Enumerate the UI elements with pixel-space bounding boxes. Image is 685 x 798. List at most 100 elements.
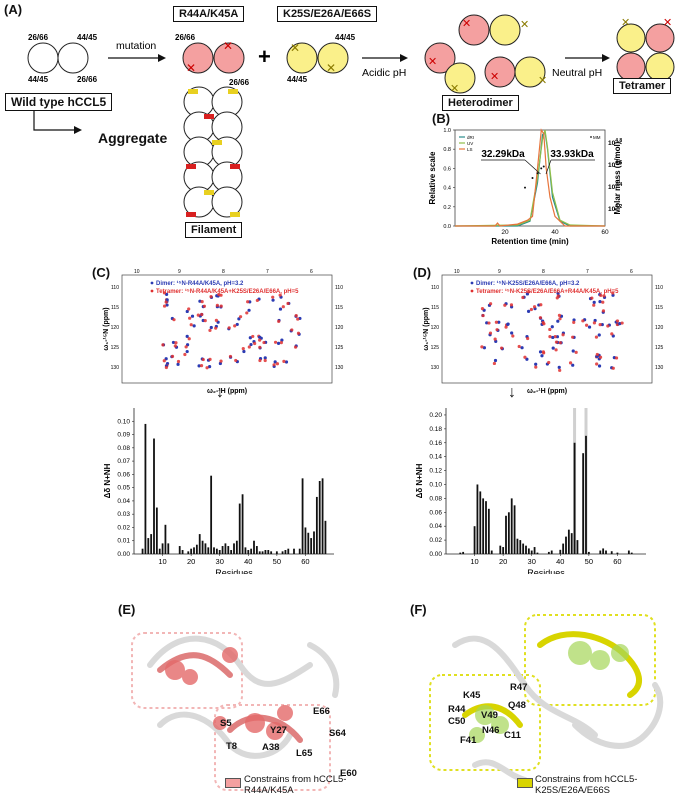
hsqc-peak-dimer <box>571 363 575 367</box>
aggregate-label: Aggregate <box>98 130 168 146</box>
hsqc-peak-tetramer <box>611 366 615 370</box>
y-tick-label: 0.01 <box>117 538 130 545</box>
hsqc-peak-tetramer <box>217 292 221 297</box>
bar-residue-64 <box>627 550 630 554</box>
hsqc-peak-dimer <box>598 300 602 304</box>
hsqc-frame <box>121 274 333 384</box>
hsqc-peak-dimer <box>176 362 180 366</box>
x-tick-label: 10 <box>158 557 166 566</box>
hsqc-peak-tetramer <box>509 303 514 307</box>
y2-axis-label: Molar mass (g/mol) <box>613 141 622 214</box>
residue-label-n46: N46 <box>482 725 500 736</box>
hsqc-peak-dimer <box>551 346 555 350</box>
hsqc-peak-tetramer <box>488 331 493 335</box>
hsqc-peak-tetramer <box>568 361 573 365</box>
hsqc-x-label: ω₂-¹H (ppm) <box>527 388 567 395</box>
heterodimer-group: ✕ ✕ ✕ ✕ ✕ ✕ <box>424 14 547 95</box>
bar-residue-45 <box>573 442 576 554</box>
y-tick-label: 0.08 <box>117 445 130 452</box>
bar-residue-29 <box>527 548 530 554</box>
annotation-pointer-1 <box>524 159 541 175</box>
mutant1-label: R44A/K45A <box>173 6 245 22</box>
hsqc-peak-dimer <box>611 293 615 297</box>
bar-residue-40 <box>247 550 250 554</box>
hsqc-peak-dimer <box>209 325 213 330</box>
hsqc-legend-tetramer: Tetramer: ¹⁵N-R44A/K45A+K25S/E26A/E66A, … <box>156 288 299 295</box>
hsqc-left-tick: 120 <box>431 325 440 331</box>
panel-e-legend-swatch <box>225 778 241 788</box>
hsqc-peak-tetramer <box>164 300 168 304</box>
bar-residue-61 <box>307 532 310 554</box>
bar-residue-60 <box>304 527 307 554</box>
y-axis-label: Relative scale <box>428 151 437 204</box>
hsqc-peak-tetramer <box>493 337 497 341</box>
annotation-32kda: 32.29kDa <box>481 149 525 160</box>
bar-residue-6 <box>150 534 153 554</box>
hsqc-peak-tetramer <box>539 303 543 307</box>
hsqc-peak-tetramer <box>620 321 624 325</box>
hsqc-x-label: ω₂-¹H (ppm) <box>207 388 247 395</box>
hsqc-peak-tetramer <box>532 305 537 309</box>
bar-residue-24 <box>513 505 516 554</box>
hsqc-peak-tetramer <box>504 325 508 329</box>
bar-residue-34 <box>230 550 233 554</box>
hsqc-right-tick: 110 <box>335 285 343 291</box>
hsqc-left-tick: 115 <box>111 305 119 311</box>
legend-label-dri: dRI <box>467 135 474 140</box>
hsqc-peak-tetramer <box>585 323 589 327</box>
molar-mass-point <box>536 172 539 175</box>
hsqc-peak-tetramer <box>296 317 300 321</box>
hsqc-peak-tetramer <box>245 311 249 315</box>
x-tick-label: 20 <box>187 557 195 566</box>
hsqc-peak-tetramer <box>258 338 262 342</box>
hsqc-peak-tetramer <box>523 355 527 359</box>
hsqc-left-tick: 125 <box>431 345 440 351</box>
hsqc-peak-dimer <box>482 346 487 350</box>
bar-residue-36 <box>235 540 238 554</box>
hsqc-peak-tetramer <box>214 326 218 330</box>
hsqc-peak-dimer <box>571 349 575 353</box>
bar-residue-48 <box>582 453 585 554</box>
x-tick-label: 40 <box>551 229 559 236</box>
hsqc-peak-tetramer <box>487 321 491 325</box>
m1-site-1: 26/66 <box>175 33 196 42</box>
panel-f-label: (F) <box>410 602 427 617</box>
hsqc-peak-tetramer <box>606 324 610 328</box>
hsqc-peak-dimer <box>497 320 501 324</box>
y-tick-label: 0.8 <box>443 147 451 153</box>
svg-text:✕: ✕ <box>462 18 471 30</box>
residue-label-e60: E60 <box>340 768 357 779</box>
plus-sign: + <box>258 44 271 69</box>
residue-label-c11: C11 <box>504 730 521 741</box>
hsqc-right-tick: 125 <box>335 345 344 351</box>
hsqc-peak-tetramer <box>201 357 205 362</box>
x-tick-label: 40 <box>556 557 564 566</box>
bar-residue-16 <box>178 546 181 554</box>
hsqc-peak-tetramer <box>480 306 485 311</box>
hsqc-peak-dimer <box>171 340 176 345</box>
hsqc-peak-tetramer <box>200 300 204 304</box>
m2-site-2: 44/45 <box>287 75 308 84</box>
bar-residue-44 <box>258 551 261 554</box>
hsqc-legend-tetramer: Tetramer: ¹⁵N-K25S/E26A/E66A+R44A/K45A, … <box>476 288 619 295</box>
y-axis-label: Δδ N+NH <box>103 463 112 498</box>
hsqc-peak-tetramer <box>161 343 165 347</box>
hsqc-peak-tetramer <box>214 318 218 322</box>
hsqc-peak-tetramer <box>187 337 191 341</box>
hsqc-peak-dimer <box>556 291 560 295</box>
hsqc-peak-tetramer <box>286 301 290 306</box>
hsqc-peak-dimer <box>506 322 510 326</box>
annotation-pointer-2 <box>545 159 552 175</box>
bar-residue-44 <box>570 533 573 554</box>
hsqc-right-tick: 115 <box>335 305 343 311</box>
annotation-34kda: 33.93kDa <box>550 149 594 160</box>
hsqc-peak-tetramer <box>541 321 545 325</box>
bar-residue-23 <box>198 534 201 554</box>
y2-tick-label: 104.2 <box>608 204 622 213</box>
bar-residue-41 <box>562 543 565 554</box>
panel-c-bar-chart: 0.00 0.01 0.02 0.03 0.04 0.05 0.06 0.07 0.08 0.09… <box>103 408 334 574</box>
hsqc-peak-tetramer <box>189 323 193 327</box>
hsqc-peak-tetramer <box>615 322 619 327</box>
hsqc-peak-tetramer <box>227 326 231 330</box>
y-tick-label: 0.16 <box>429 440 442 447</box>
